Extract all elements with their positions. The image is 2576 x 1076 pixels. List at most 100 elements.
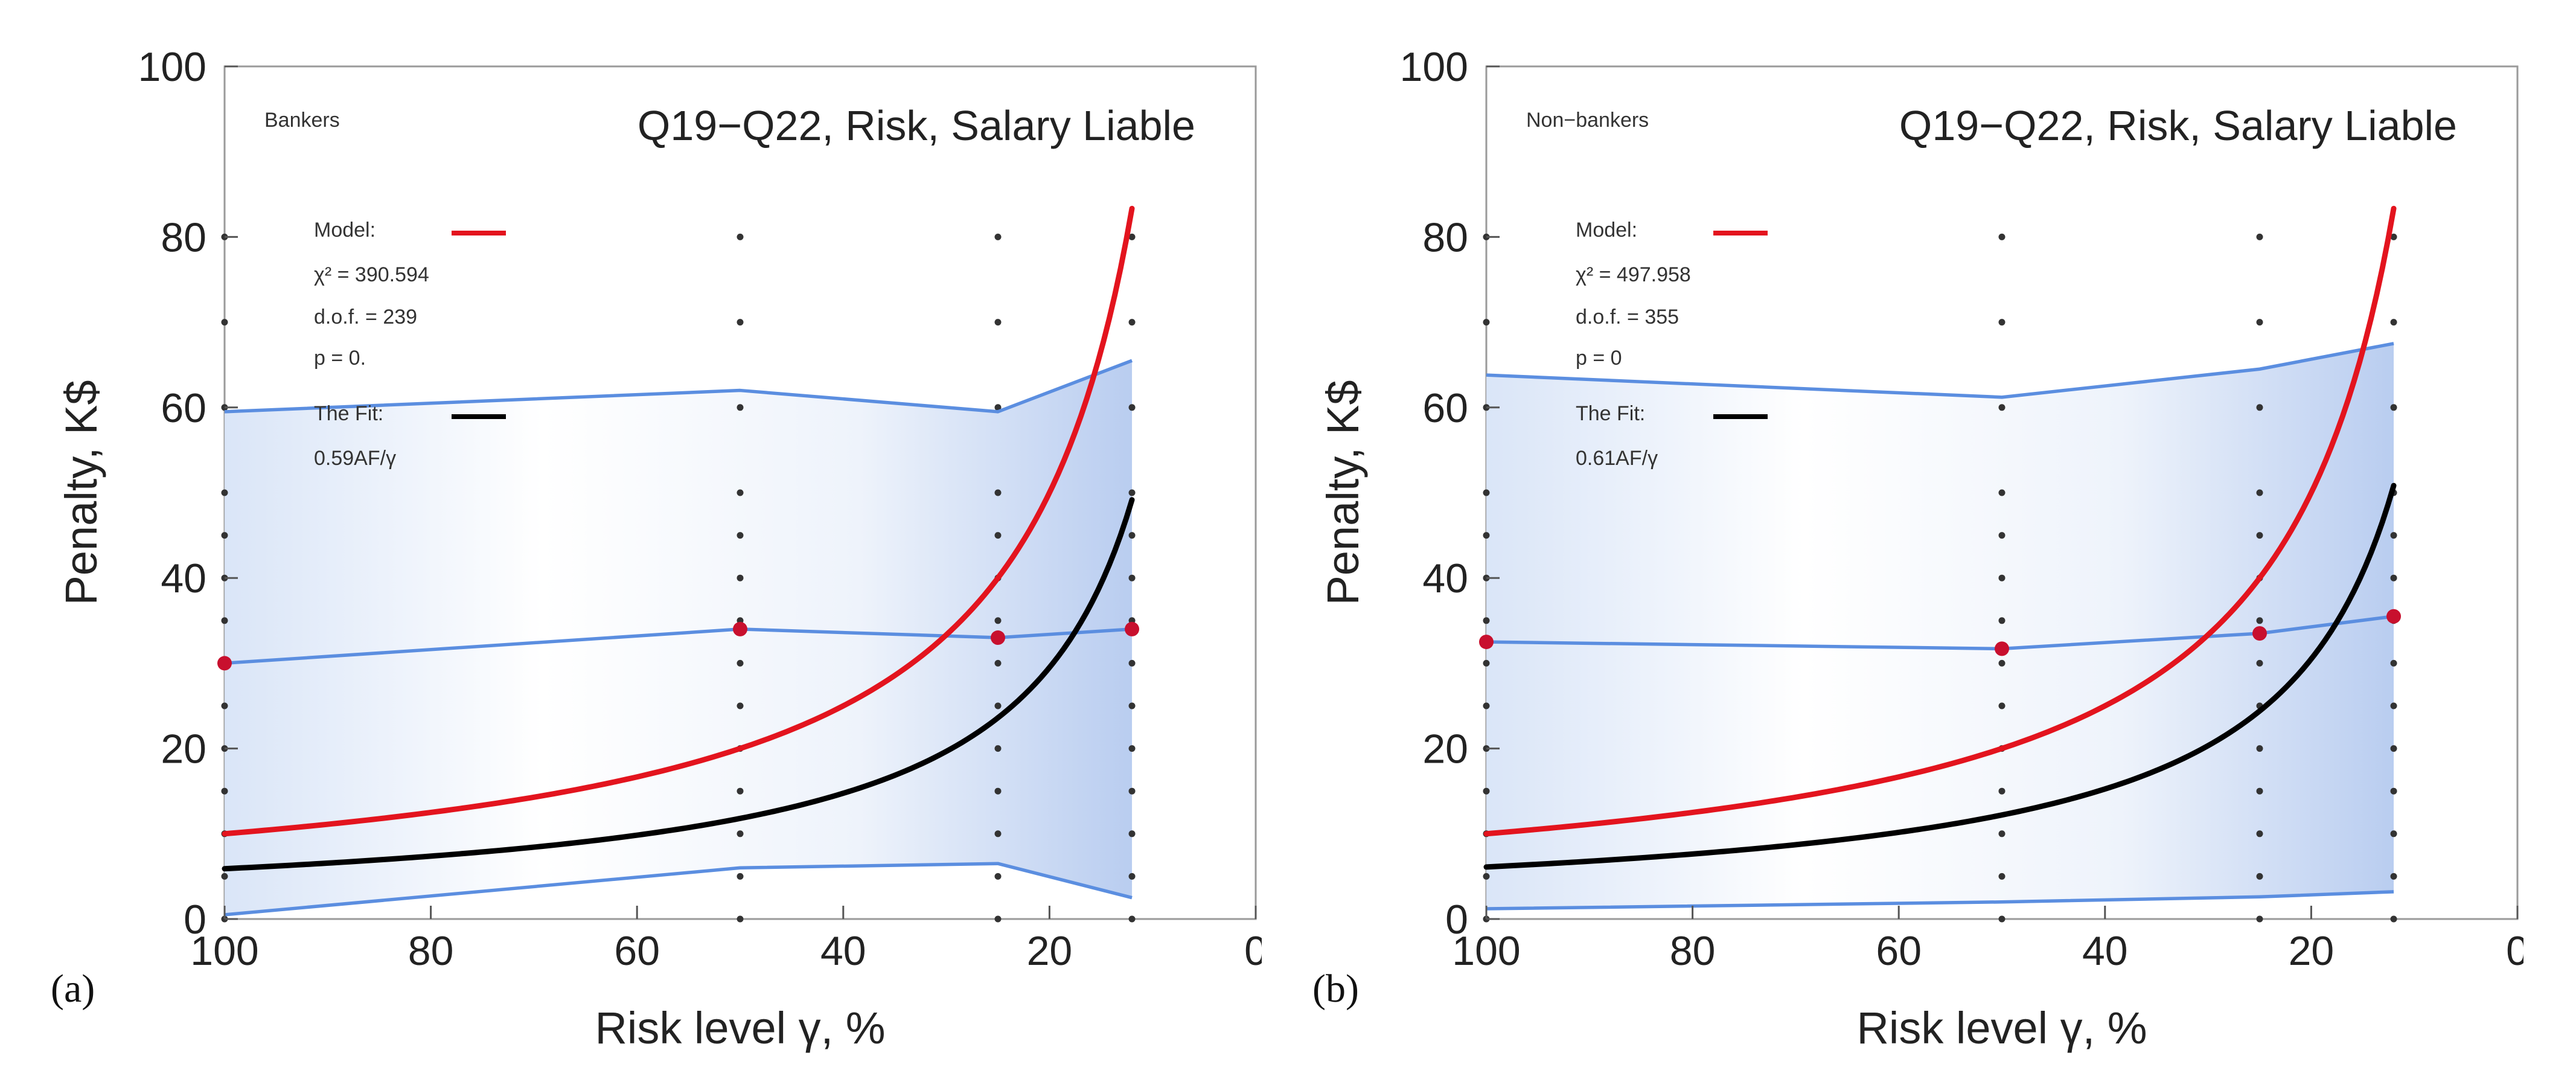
chart-a-x-tick-label: 60 bbox=[614, 928, 660, 974]
chart-a-legend-chi-square: χ² = 390.594 bbox=[314, 263, 429, 286]
chart-b-mean-point bbox=[2386, 609, 2402, 624]
chart-a-x-tick-label: 0 bbox=[1244, 928, 1262, 974]
chart-b-lower-band-line bbox=[1486, 890, 2394, 911]
chart-b-legend-fit-formula: 0.61AF/γ bbox=[1576, 447, 1658, 470]
chart-a-response-dot bbox=[737, 873, 744, 880]
chart-a-title: Q19−Q22, Risk, Salary Liable bbox=[638, 102, 1195, 149]
chart-a-svg: 100 80 60 40 20 0 0 20 40 60 80 100 Risk level γ, % P… bbox=[56, 44, 1262, 1053]
panel-tag-b: (b) bbox=[1312, 967, 1359, 1011]
chart-a-model-curve bbox=[222, 205, 1135, 837]
chart-b-response-dot bbox=[1998, 489, 2006, 496]
chart-b-response-dot bbox=[1483, 617, 1490, 624]
chart-a-response-dot bbox=[737, 830, 744, 837]
chart-a-response-dot bbox=[1128, 233, 1136, 240]
chart-a-response-dot bbox=[994, 233, 1002, 240]
chart-b-response-dot bbox=[1998, 702, 2006, 709]
chart-a-response-dot bbox=[994, 489, 1002, 496]
chart-a-response-dot bbox=[994, 787, 1002, 795]
chart-a-x-axis-label: Risk level γ, % bbox=[595, 1003, 885, 1053]
chart-b-x-tick-label: 40 bbox=[2082, 928, 2128, 974]
chart-b-response-dot bbox=[1998, 617, 2006, 624]
chart-a-response-dot bbox=[1128, 319, 1136, 326]
chart-b-response-dot bbox=[1483, 319, 1490, 326]
chart-a-mean-point bbox=[217, 656, 232, 671]
chart-b-y-tick-label: 100 bbox=[1400, 44, 1468, 90]
chart-a-upper-band-line bbox=[224, 359, 1133, 414]
chart-a-response-dot bbox=[737, 319, 744, 326]
chart-b-x-tick-label: 80 bbox=[1670, 928, 1716, 974]
chart-b-y-tick-label: 40 bbox=[1422, 556, 1468, 601]
chart-a-x-tick-label: 100 bbox=[190, 928, 258, 974]
chart-b-response-dot bbox=[2390, 574, 2397, 581]
chart-b-response-dot bbox=[2256, 787, 2263, 795]
chart-b-response-dot bbox=[1998, 532, 2006, 539]
chart-b-legend-dof: d.o.f. = 355 bbox=[1576, 306, 1679, 328]
chart-a-y-tick-label: 0 bbox=[184, 897, 206, 943]
chart-a-y-tick-label: 40 bbox=[161, 556, 206, 601]
chart-b-response-dot bbox=[1998, 787, 2006, 795]
chart-b-response-dot bbox=[1998, 659, 2006, 667]
chart-a-x-tick-label: 80 bbox=[408, 928, 454, 974]
chart-a-response-dot bbox=[1128, 404, 1136, 411]
chart-b-response-dot bbox=[1483, 873, 1490, 880]
chart-b-x-axis-label: Risk level γ, % bbox=[1856, 1003, 2147, 1053]
chart-a-response-dot bbox=[994, 532, 1002, 539]
chart-a-y-tick-label: 80 bbox=[161, 214, 206, 260]
chart-a-x-tick-label: 20 bbox=[1027, 928, 1073, 974]
chart-panel-a: 100 80 60 40 20 0 0 20 40 60 80 100 Risk level γ, % P… bbox=[0, 0, 1262, 1076]
chart-a-response-dot bbox=[994, 319, 1002, 326]
chart-a-response-dot bbox=[221, 489, 228, 496]
chart-b-svg: 100 80 60 40 20 0 0 20 40 60 80 100 Risk level γ, % P… bbox=[1318, 44, 2523, 1053]
chart-b-response-dot bbox=[2390, 787, 2397, 795]
chart-a-y-tick-label: 60 bbox=[161, 385, 206, 431]
chart-b-response-dot bbox=[2390, 532, 2397, 539]
chart-a-legend-p-value: p = 0. bbox=[314, 347, 366, 370]
chart-b-legend-p-value: p = 0 bbox=[1576, 347, 1622, 370]
chart-b-response-dot bbox=[2256, 830, 2263, 837]
chart-b-legend-fit-label: The Fit: bbox=[1576, 402, 1645, 425]
chart-b-y-tick-label: 60 bbox=[1422, 385, 1468, 431]
chart-b-response-dot bbox=[1998, 830, 2006, 837]
chart-b-y-tick-label: 80 bbox=[1422, 214, 1468, 260]
panel-tag-a: (a) bbox=[51, 967, 95, 1011]
chart-a-response-dot bbox=[737, 489, 744, 496]
chart-b-x-tick-label: 100 bbox=[1452, 928, 1520, 974]
chart-b-response-dot bbox=[2256, 617, 2263, 624]
chart-a-lower-band-line bbox=[224, 862, 1133, 917]
chart-a-response-dot bbox=[994, 617, 1002, 624]
chart-a-response-dot bbox=[994, 404, 1002, 411]
chart-a-response-dot bbox=[737, 659, 744, 667]
chart-a-response-dot bbox=[994, 873, 1002, 880]
chart-b-mean-point bbox=[2252, 626, 2267, 641]
chart-a-y-tick-label: 20 bbox=[161, 726, 206, 772]
chart-b-title: Q19−Q22, Risk, Salary Liable bbox=[1899, 102, 2457, 149]
chart-a-the-fit-curve bbox=[222, 497, 1135, 872]
chart-a-response-dot bbox=[1128, 915, 1136, 923]
chart-a-mean-point bbox=[991, 630, 1005, 645]
chart-b-response-dot bbox=[1483, 532, 1490, 539]
chart-a-response-dot bbox=[994, 830, 1002, 837]
chart-a-response-dot bbox=[737, 574, 744, 581]
chart-a-response-dot bbox=[1128, 745, 1136, 752]
chart-a-response-dot bbox=[737, 787, 744, 795]
chart-b-model-curve bbox=[1483, 205, 2397, 837]
chart-b-response-dot bbox=[2390, 745, 2397, 752]
chart-a-response-dot bbox=[994, 915, 1002, 923]
chart-a-response-dot bbox=[994, 745, 1002, 752]
chart-b-y-tick-label: 0 bbox=[1445, 897, 1468, 943]
chart-b-response-dot bbox=[2256, 404, 2263, 411]
chart-b-response-dot bbox=[1998, 574, 2006, 581]
chart-a-response-dot bbox=[1128, 787, 1136, 795]
chart-a-response-dot bbox=[737, 404, 744, 411]
chart-b-upper-band-line bbox=[1486, 342, 2394, 399]
chart-a-response-dot bbox=[1128, 532, 1136, 539]
chart-b-response-dot bbox=[1998, 319, 2006, 326]
chart-a-confidence-band bbox=[225, 360, 1133, 915]
chart-a-response-dot bbox=[994, 702, 1002, 709]
chart-b-response-dot bbox=[2390, 702, 2397, 709]
chart-b-legend-model-label: Model: bbox=[1576, 219, 1637, 242]
chart-b-response-dot bbox=[1998, 915, 2006, 923]
chart-a-legend-fit-formula: 0.59AF/γ bbox=[314, 447, 396, 470]
chart-a-response-dot bbox=[1128, 659, 1136, 667]
chart-a-group-label: Bankers bbox=[264, 109, 340, 132]
